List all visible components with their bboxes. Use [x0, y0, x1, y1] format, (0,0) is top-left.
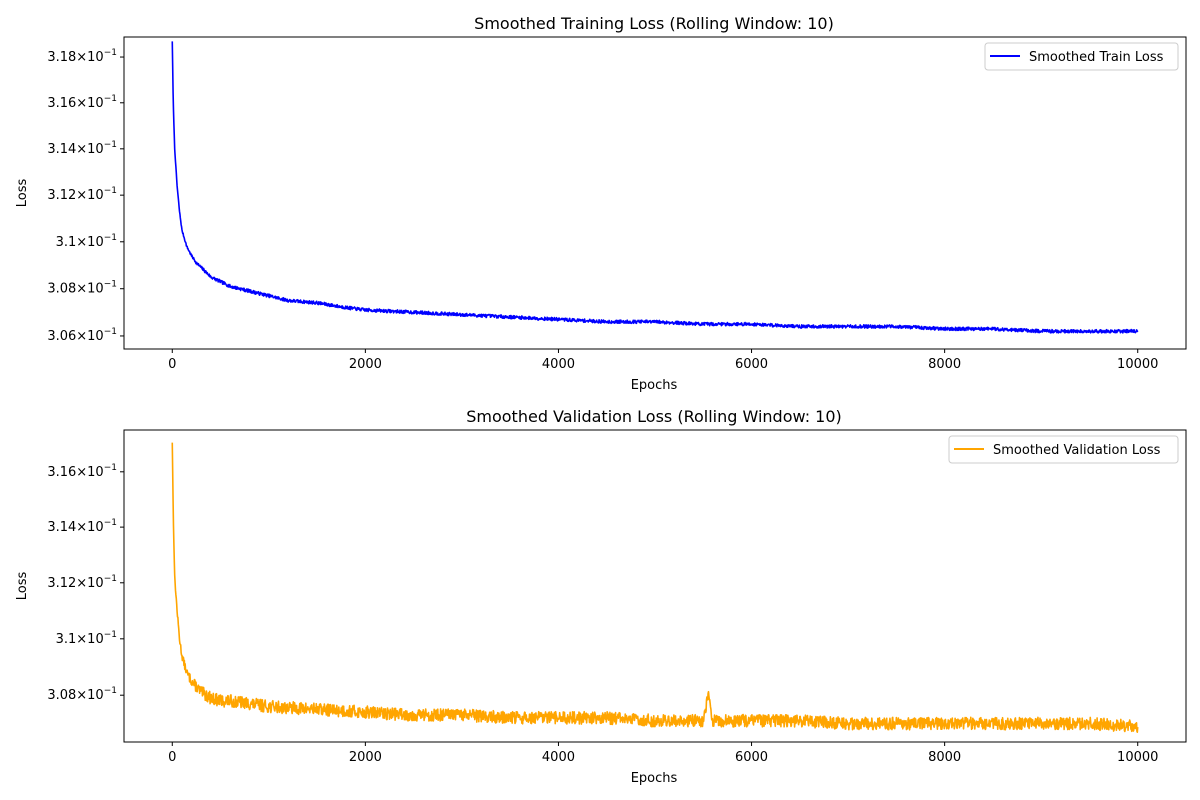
validation-y-tick-label: 3.12×10−1: [47, 574, 117, 591]
validation-y-tick-label: 3.08×10−1: [47, 686, 117, 703]
train-y-tick-label: 3.18×10−1: [47, 48, 117, 65]
train-x-tick-label: 6000: [735, 357, 768, 372]
train-x-tick-label: 10000: [1117, 357, 1158, 372]
validation-chart-title: Smoothed Validation Loss (Rolling Window…: [466, 407, 842, 426]
validation-axes-frame: [123, 429, 1187, 743]
train-y-tick-label: 3.06×10−1: [47, 327, 117, 344]
validation-loss-panel: Smoothed Validation Loss (Rolling Window…: [15, 407, 1187, 786]
validation-legend-label: Smoothed Validation Loss: [993, 443, 1161, 458]
validation-y-axis-label: Loss: [15, 572, 30, 601]
train-loss-line: [171, 41, 1139, 334]
train-y-axis-label: Loss: [15, 179, 30, 208]
validation-y-tick-label: 3.1×10−1: [56, 630, 117, 647]
train-loss-panel: Smoothed Training Loss (Rolling Window: …: [15, 14, 1187, 393]
validation-loss-line: [171, 442, 1139, 734]
validation-x-tick-label: 8000: [928, 750, 961, 765]
validation-y-tick-label: 3.16×10−1: [47, 463, 117, 480]
validation-x-tick-label: 2000: [349, 750, 382, 765]
validation-x-tick-label: 10000: [1117, 750, 1158, 765]
train-y-tick-label: 3.14×10−1: [47, 140, 117, 157]
validation-plot-area: [124, 430, 1186, 742]
train-legend-box: [984, 42, 1179, 71]
train-y-tick-label: 3.16×10−1: [47, 94, 117, 111]
train-x-tick-label: 8000: [928, 357, 961, 372]
validation-x-tick-label: 6000: [735, 750, 768, 765]
train-x-tick-label: 2000: [349, 357, 382, 372]
validation-x-tick-label: 0: [168, 750, 176, 765]
validation-y-tick-label: 3.14×10−1: [47, 518, 117, 535]
train-y-tick-label: 3.08×10−1: [47, 280, 117, 297]
train-legend: Smoothed Train Loss: [984, 42, 1179, 71]
train-chart-title: Smoothed Training Loss (Rolling Window: …: [474, 14, 834, 33]
train-y-tick-label: 3.1×10−1: [56, 233, 117, 250]
train-x-tick-label: 0: [168, 357, 176, 372]
validation-legend-box: [948, 435, 1179, 464]
train-legend-label: Smoothed Train Loss: [1029, 50, 1164, 65]
train-x-tick-label: 4000: [542, 357, 575, 372]
train-y-tick-label: 3.12×10−1: [47, 186, 117, 203]
validation-x-axis-label: Epochs: [631, 771, 678, 786]
validation-x-tick-label: 4000: [542, 750, 575, 765]
train-axes-frame: [123, 36, 1187, 350]
validation-legend: Smoothed Validation Loss: [948, 435, 1179, 464]
train-plot-area: [124, 37, 1186, 349]
train-x-axis-label: Epochs: [631, 378, 678, 393]
